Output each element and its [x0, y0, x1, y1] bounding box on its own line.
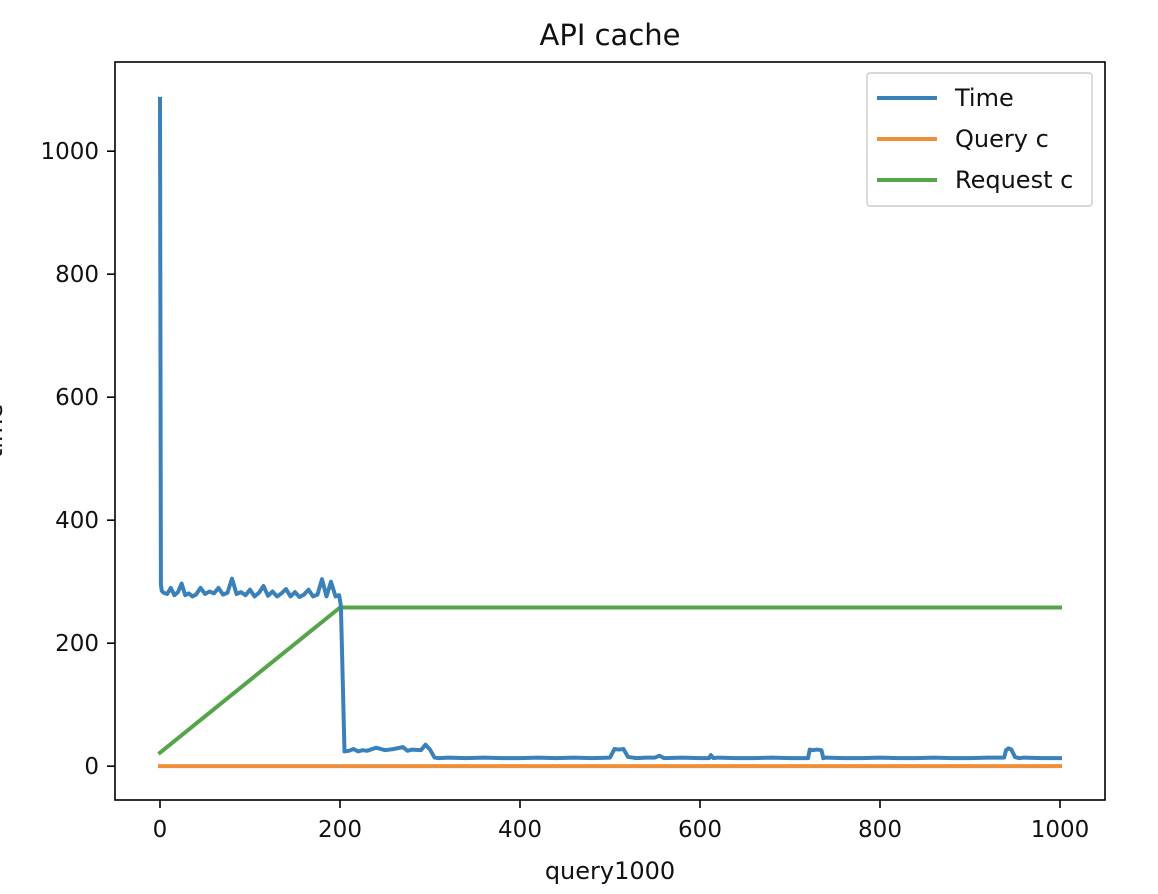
x-tick-label: 600 — [678, 817, 722, 843]
y-axis-ticks: 0 200 400 600 800 1000 — [40, 139, 115, 780]
legend-entries: Time Query c Request c — [877, 84, 1073, 194]
y-axis-label: time — [0, 404, 8, 458]
legend-box — [866, 72, 1093, 207]
x-tick-label: 1000 — [1031, 817, 1090, 843]
x-tick-label: 0 — [153, 817, 168, 843]
y-tick-label: 200 — [55, 631, 99, 657]
plot-frame — [114, 61, 1106, 801]
legend: Time Query c Request c — [866, 72, 1093, 207]
legend-label: Request c — [955, 166, 1073, 194]
x-tick-label: 800 — [858, 817, 902, 843]
y-tick-label: 600 — [55, 385, 99, 411]
legend-label: Time — [954, 84, 1014, 112]
chart-title: API cache — [540, 18, 681, 52]
y-tick-label: 400 — [55, 508, 99, 534]
y-tick-label: 1000 — [40, 139, 99, 165]
x-axis-label: query1000 — [545, 857, 675, 885]
y-tick-label: 0 — [84, 754, 99, 780]
legend-label: Query c — [955, 125, 1049, 153]
x-axis-ticks: 0 200 400 600 800 1000 — [153, 800, 1090, 843]
x-tick-label: 200 — [318, 817, 362, 843]
y-tick-label: 800 — [55, 262, 99, 288]
series-line-time — [157, 96, 1062, 761]
x-tick-label: 400 — [498, 817, 542, 843]
series-layer — [157, 96, 1062, 769]
